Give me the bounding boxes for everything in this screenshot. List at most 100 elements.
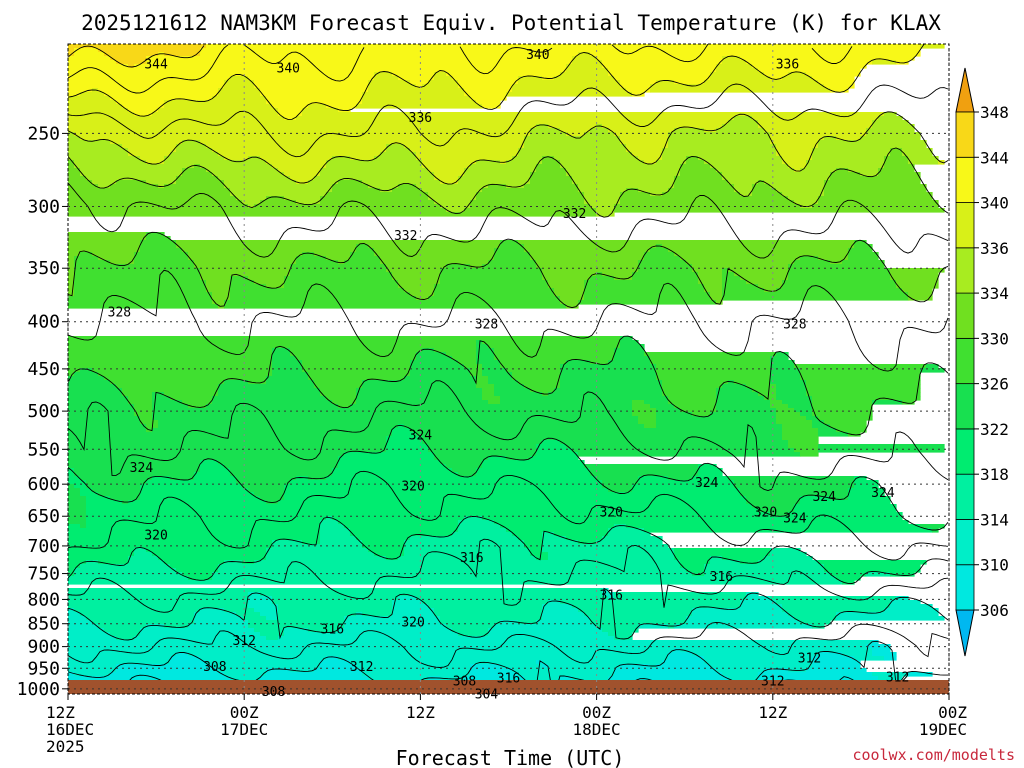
field-cell — [566, 168, 681, 173]
field-cell — [68, 248, 141, 253]
field-cell — [614, 524, 627, 529]
field-cell — [776, 420, 813, 425]
field-cell — [524, 244, 657, 249]
field-cell — [266, 100, 363, 105]
field-cell — [716, 404, 771, 409]
field-cell — [620, 336, 633, 341]
field-cell — [638, 420, 657, 425]
field-cell — [320, 660, 351, 665]
field-cell — [722, 60, 747, 65]
field-cell — [644, 160, 657, 165]
field-cell — [182, 572, 213, 577]
field-cell — [710, 560, 741, 565]
field-cell — [752, 184, 771, 189]
field-cell — [128, 148, 177, 153]
field-cell — [704, 160, 783, 165]
field-cell — [74, 468, 201, 473]
field-cell — [266, 668, 291, 673]
field-cell — [632, 404, 651, 409]
x-tick-label: 18DEC — [573, 720, 621, 739]
field-cell — [824, 84, 855, 89]
field-cell — [644, 424, 657, 429]
field-cell — [68, 612, 81, 617]
field-cell — [170, 396, 213, 401]
field-cell — [470, 668, 513, 673]
field-cell — [452, 628, 489, 633]
field-cell — [236, 476, 297, 481]
field-cell — [362, 612, 393, 617]
field-cell — [812, 664, 861, 669]
field-cell — [500, 360, 567, 365]
field-cell — [566, 360, 591, 365]
field-cell — [68, 396, 129, 401]
field-cell — [374, 156, 417, 161]
field-cell — [740, 492, 849, 497]
field-cell — [500, 396, 669, 401]
field-cell — [752, 188, 777, 193]
field-cell — [68, 180, 93, 185]
field-cell — [362, 384, 477, 389]
field-cell — [482, 340, 621, 345]
field-cell — [248, 156, 261, 161]
field-cell — [830, 172, 861, 177]
field-cell — [428, 444, 537, 449]
contour-label: 324 — [812, 490, 836, 505]
field-cell — [446, 72, 561, 77]
contour-label: 304 — [475, 688, 499, 703]
field-cell — [92, 252, 135, 257]
field-cell — [512, 88, 627, 93]
field-cell — [176, 144, 207, 149]
field-cell — [782, 160, 807, 165]
field-cell — [854, 240, 867, 245]
field-cell — [572, 180, 675, 185]
field-cell — [800, 372, 921, 377]
field-cell — [68, 496, 87, 501]
field-cell — [278, 112, 303, 117]
y-tick-label: 450 — [27, 359, 60, 380]
field-cell — [536, 556, 549, 561]
field-cell — [620, 664, 651, 669]
field-cell — [74, 372, 99, 377]
field-cell — [722, 284, 759, 289]
field-cell — [668, 248, 849, 253]
field-cell — [788, 196, 819, 201]
field-cell — [848, 496, 891, 501]
field-cell — [602, 536, 663, 541]
field-cell — [140, 484, 243, 489]
field-cell — [260, 676, 369, 681]
field-cell — [314, 668, 363, 673]
field-cell — [614, 636, 633, 641]
field-cell — [770, 512, 789, 517]
field-cell — [212, 664, 321, 669]
field-cell — [854, 476, 867, 481]
field-cell — [146, 624, 165, 629]
field-cell — [68, 120, 729, 125]
field-cell — [554, 532, 609, 537]
field-cell — [254, 280, 285, 285]
field-cell — [614, 204, 801, 209]
field-cell — [140, 492, 255, 497]
colorbar-label: 340 — [980, 194, 1009, 213]
field-cell — [320, 168, 429, 173]
field-cell — [806, 416, 819, 421]
field-cell — [518, 76, 543, 81]
field-cell — [536, 620, 591, 625]
field-cell — [776, 388, 807, 393]
field-cell — [428, 296, 561, 301]
field-cell — [422, 600, 549, 605]
field-cell — [68, 68, 567, 73]
field-cell — [722, 272, 735, 277]
field-cell — [68, 80, 225, 85]
field-cell — [68, 512, 87, 517]
field-cell — [548, 280, 585, 285]
field-cell — [512, 156, 543, 161]
field-cell — [68, 288, 75, 293]
field-cell — [536, 448, 573, 453]
field-cell — [158, 556, 267, 561]
field-cell — [716, 396, 765, 401]
field-cell — [260, 200, 297, 205]
field-cell — [404, 548, 531, 553]
field-cell — [416, 184, 489, 189]
field-cell — [326, 656, 339, 661]
